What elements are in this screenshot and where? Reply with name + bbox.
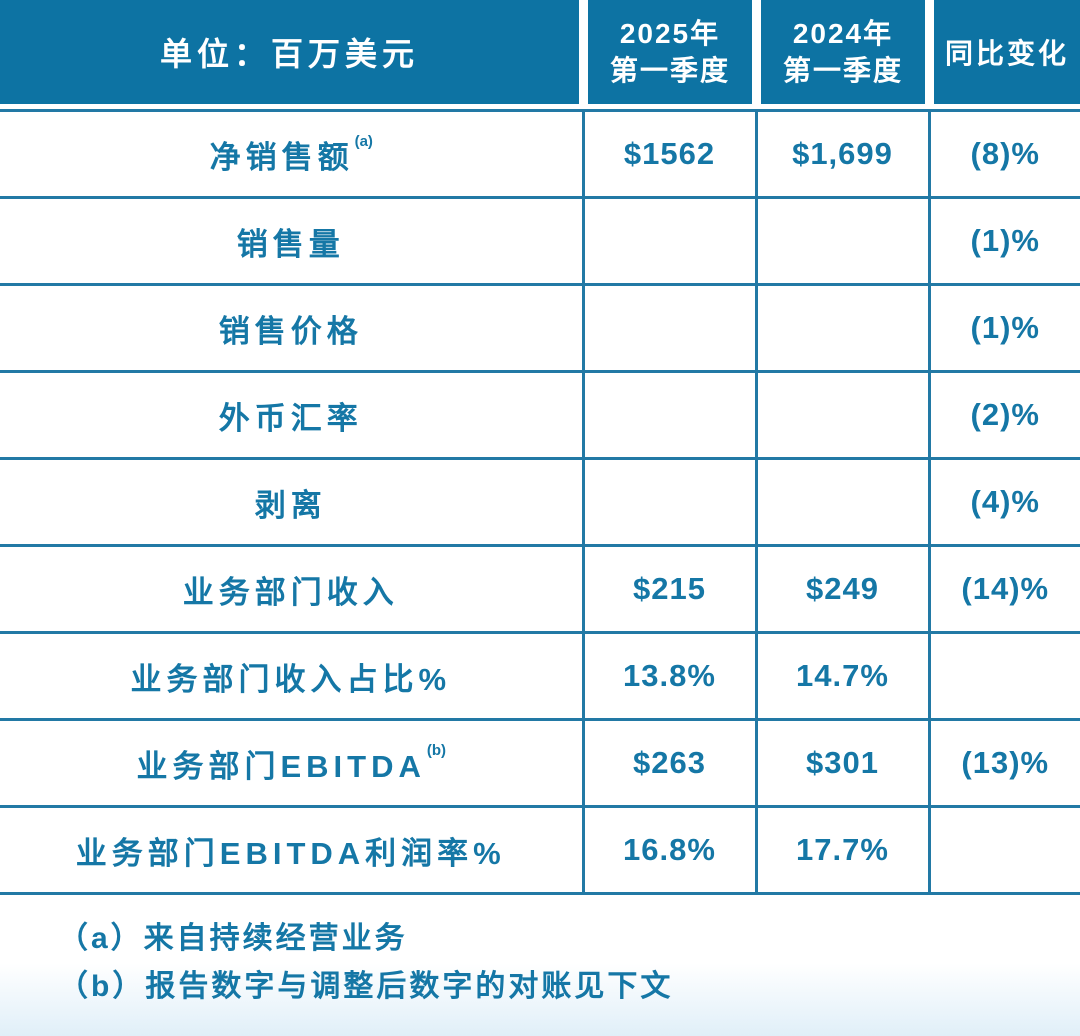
- value-2024: $249: [754, 545, 929, 634]
- unit-label: 单位：百万美元: [159, 36, 419, 72]
- row-label: 销售价格: [0, 284, 583, 373]
- value-2024: $301: [754, 719, 929, 808]
- value-yoy: (1)%: [927, 197, 1080, 286]
- value-2024: [754, 197, 929, 286]
- table-row: 业务部门EBITDA利润率% 16.8% 17.7%: [0, 806, 1080, 895]
- row-label: 业务部门收入: [0, 545, 583, 634]
- table-row: 净销售额(a) $1562 $1,699 (8)%: [0, 110, 1080, 199]
- value-2024: $1,699: [754, 110, 929, 199]
- value-yoy: (13)%: [927, 719, 1080, 808]
- table-row: 销售量 (1)%: [0, 197, 1080, 286]
- financial-table: 净销售额(a) $1562 $1,699 (8)% 销售量 (1)% 销售价格 …: [0, 109, 1080, 895]
- value-2025: 16.8%: [581, 806, 756, 895]
- header-2024-line2: 第一季度: [782, 55, 903, 86]
- row-label: 业务部门EBITDA(b): [0, 719, 583, 808]
- footnote-marker: (b): [426, 742, 447, 760]
- header-yoy-cell: 同比变化: [934, 0, 1080, 104]
- row-label: 净销售额(a): [0, 110, 583, 199]
- header-2025-line2: 第一季度: [609, 55, 730, 86]
- value-yoy: (14)%: [927, 545, 1080, 634]
- header-2025-line1: 2025年: [619, 18, 721, 49]
- value-2025: $1562: [581, 110, 756, 199]
- footnote-b: （b）报告数字与调整后数字的对账见下文: [58, 970, 674, 1003]
- row-label: 剥离: [0, 458, 583, 547]
- value-2025: [581, 284, 756, 373]
- value-2024: [754, 458, 929, 547]
- table-header-row: 单位：百万美元 2025年 第一季度 2024年 第一季度 同比变化: [0, 0, 1080, 104]
- table-row: 销售价格 (1)%: [0, 284, 1080, 373]
- value-2025: [581, 458, 756, 547]
- value-yoy: (1)%: [927, 284, 1080, 373]
- header-2025-q1-cell: 2025年 第一季度: [588, 0, 752, 104]
- value-2025: 13.8%: [581, 632, 756, 721]
- table-row: 剥离 (4)%: [0, 458, 1080, 547]
- value-yoy: (4)%: [927, 458, 1080, 547]
- row-label: 业务部门收入占比%: [0, 632, 583, 721]
- table-row: 业务部门收入占比% 13.8% 14.7%: [0, 632, 1080, 721]
- value-2024: 17.7%: [754, 806, 929, 895]
- table-row: 外币汇率 (2)%: [0, 371, 1080, 460]
- yoy-label: 同比变化: [944, 38, 1069, 69]
- footnote-a: （a）来自持续经营业务: [58, 922, 408, 955]
- value-yoy: (2)%: [927, 371, 1080, 460]
- row-label: 业务部门EBITDA利润率%: [0, 806, 583, 895]
- value-2024: [754, 371, 929, 460]
- value-2025: $215: [581, 545, 756, 634]
- table-row: 业务部门EBITDA(b) $263 $301 (13)%: [0, 719, 1080, 808]
- table-body: 净销售额(a) $1562 $1,699 (8)% 销售量 (1)% 销售价格 …: [0, 109, 1080, 895]
- row-label: 销售量: [0, 197, 583, 286]
- value-yoy: (8)%: [927, 110, 1080, 199]
- value-2024: 14.7%: [754, 632, 929, 721]
- row-label: 外币汇率: [0, 371, 583, 460]
- header-unit-cell: 单位：百万美元: [0, 0, 579, 104]
- value-yoy: [927, 806, 1080, 895]
- value-2025: [581, 197, 756, 286]
- footnote-marker: (a): [354, 133, 373, 151]
- value-yoy: [927, 632, 1080, 721]
- header-2024-q1-cell: 2024年 第一季度: [761, 0, 925, 104]
- value-2025: $263: [581, 719, 756, 808]
- value-2025: [581, 371, 756, 460]
- table-row: 业务部门收入 $215 $249 (14)%: [0, 545, 1080, 634]
- value-2024: [754, 284, 929, 373]
- footnotes: （a）来自持续经营业务 （b）报告数字与调整后数字的对账见下文: [0, 915, 1080, 1011]
- header-2024-line1: 2024年: [792, 18, 894, 49]
